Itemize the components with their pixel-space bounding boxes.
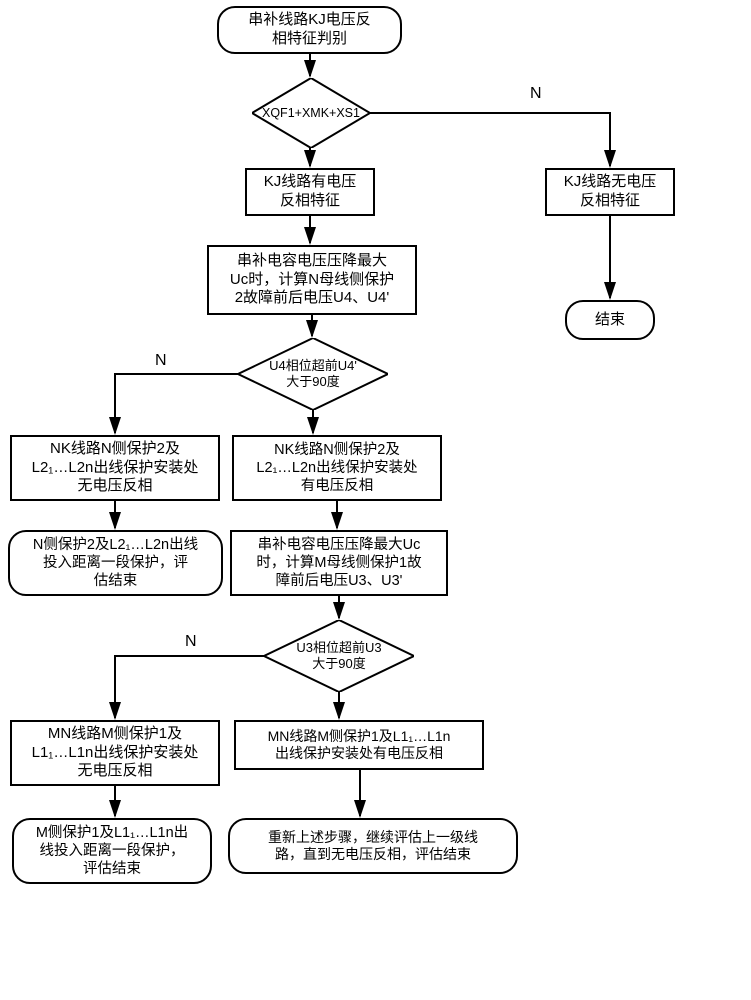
nk-yes-text: NK线路N侧保护2及L2₁…L2n出线保护安装处有电压反相 xyxy=(256,441,417,495)
repeat-text: 重新上述步骤，继续评估上一级线路，直到无电压反相，评估结束 xyxy=(268,829,478,864)
repeat-terminal: 重新上述步骤，继续评估上一级线路，直到无电压反相，评估结束 xyxy=(228,818,518,874)
start-terminal: 串补线路KJ电压反相特征判别 xyxy=(217,6,402,54)
calc-u4: 串补电容电压压降最大Uc时，计算N母线侧保护2故障前后电压U4、U4' xyxy=(207,245,417,315)
m-end-terminal: M侧保护1及L1₁…L1n出线投入距离一段保护，评估结束 xyxy=(12,818,212,884)
n-end-terminal: N侧保护2及L2₁…L2n出线投入距离一段保护，评估结束 xyxy=(8,530,223,596)
m-end-text: M侧保护1及L1₁…L1n出线投入距离一段保护，评估结束 xyxy=(36,824,188,878)
decision-u3: U3相位超前U3大于90度 xyxy=(264,620,414,692)
mn-has-reverse: MN线路M侧保护1及L1₁…L1n出线保护安装处有电压反相 xyxy=(234,720,484,770)
mn-no-text: MN线路M侧保护1及L1₁…L1n出线保护安装处无电压反相 xyxy=(32,725,199,781)
kj-has-reverse: KJ线路有电压反相特征 xyxy=(245,168,375,216)
nk-no-reverse: NK线路N侧保护2及L2₁…L2n出线保护安装处无电压反相 xyxy=(10,435,220,501)
calcU3-text: 串补电容电压压降最大Uc时，计算M母线侧保护1故障前后电压U3、U3' xyxy=(256,536,421,590)
label-n-d3: N xyxy=(185,633,197,651)
d1-text: XQF1+XMK+XS1 xyxy=(262,106,360,121)
d3-text: U3相位超前U3大于90度 xyxy=(296,640,381,671)
calc-u3: 串补电容电压压降最大Uc时，计算M母线侧保护1故障前后电压U3、U3' xyxy=(230,530,448,596)
d2-text: U4相位超前U4'大于90度 xyxy=(269,358,357,389)
mn-no-reverse: MN线路M侧保护1及L1₁…L1n出线保护安装处无电压反相 xyxy=(10,720,220,786)
start-text: 串补线路KJ电压反相特征判别 xyxy=(248,11,371,49)
label-n-d2: N xyxy=(155,352,167,370)
kj-no-reverse: KJ线路无电压反相特征 xyxy=(545,168,675,216)
kj-no-text: KJ线路无电压反相特征 xyxy=(564,173,657,211)
end-text: 结束 xyxy=(595,311,625,330)
label-n-d1: N xyxy=(530,85,542,103)
nk-no-text: NK线路N侧保护2及L2₁…L2n出线保护安装处无电压反相 xyxy=(32,440,199,496)
mn-yes-text: MN线路M侧保护1及L1₁…L1n出线保护安装处有电压反相 xyxy=(268,728,451,763)
decision-u4: U4相位超前U4'大于90度 xyxy=(238,338,388,410)
n-end-text: N侧保护2及L2₁…L2n出线投入距离一段保护，评估结束 xyxy=(33,536,198,590)
decision-xc: XQF1+XMK+XS1 xyxy=(252,78,370,148)
calcU4-text: 串补电容电压压降最大Uc时，计算N母线侧保护2故障前后电压U4、U4' xyxy=(230,252,394,308)
kj-yes-text: KJ线路有电压反相特征 xyxy=(264,173,357,211)
end-terminal: 结束 xyxy=(565,300,655,340)
nk-has-reverse: NK线路N侧保护2及L2₁…L2n出线保护安装处有电压反相 xyxy=(232,435,442,501)
